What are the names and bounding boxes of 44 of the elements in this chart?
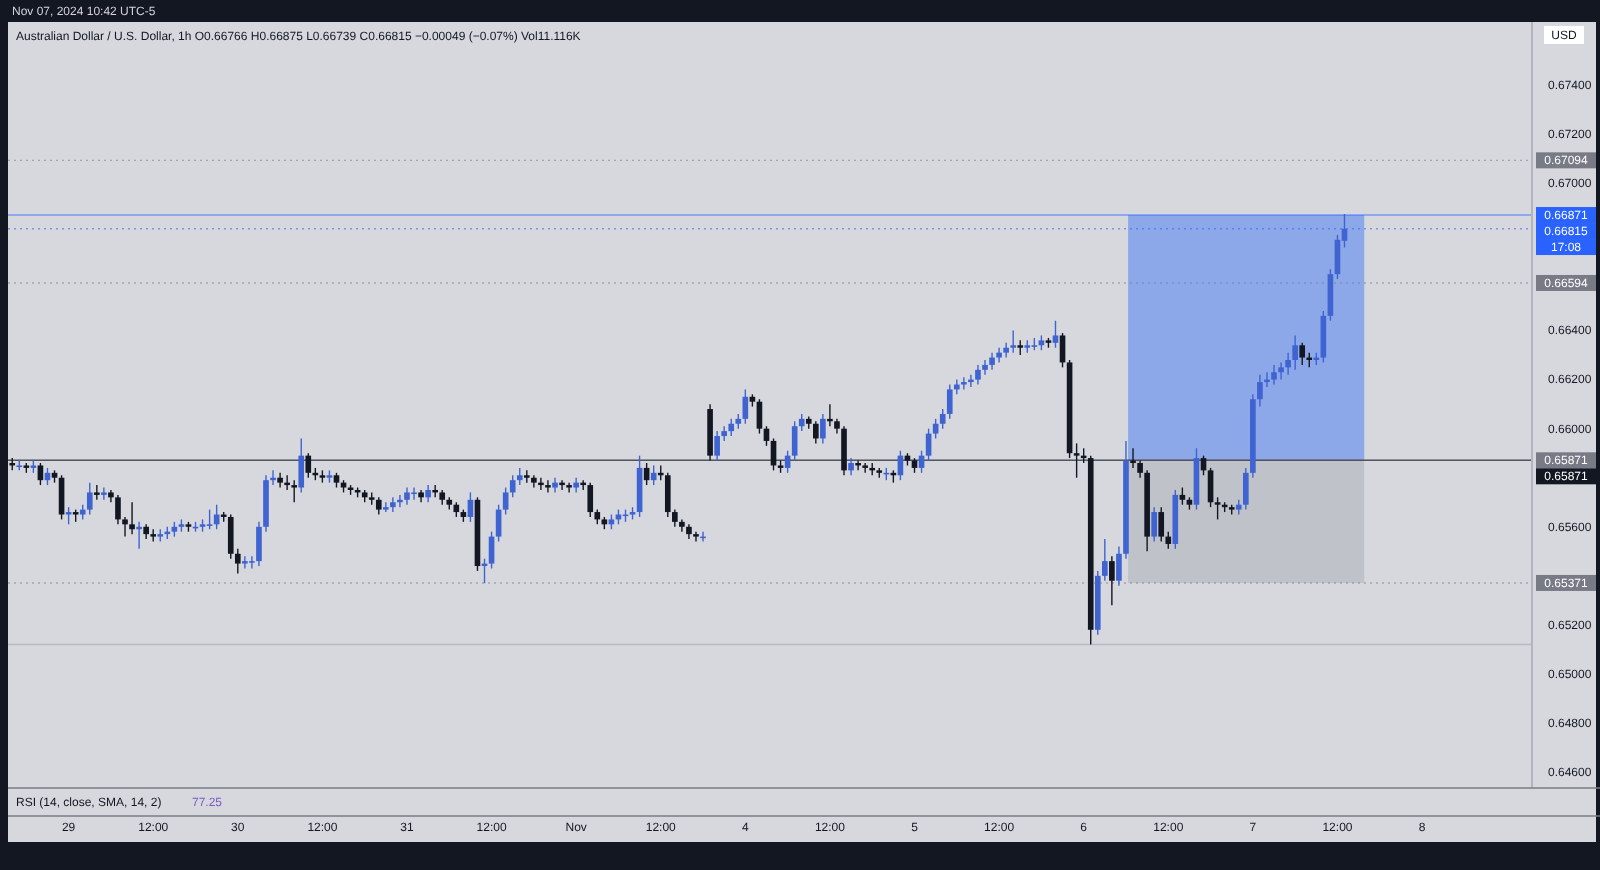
candlestick <box>509 474 516 499</box>
candlestick <box>932 418 939 440</box>
candlestick <box>277 472 283 489</box>
candlestick <box>1292 334 1298 371</box>
candlestick <box>1278 361 1284 381</box>
candlestick <box>94 484 100 501</box>
candlestick <box>298 437 305 494</box>
candlestick <box>1151 506 1157 543</box>
candlestick <box>1271 364 1277 386</box>
candlestick <box>975 364 981 386</box>
candlestick <box>587 481 594 518</box>
candlestick <box>862 462 868 474</box>
candlestick <box>813 420 819 445</box>
candlestick <box>791 420 798 462</box>
candlestick <box>101 486 107 501</box>
candlestick <box>961 376 967 391</box>
candlestick <box>707 403 713 462</box>
candlestick <box>523 469 530 484</box>
candlestick <box>1052 320 1059 349</box>
candlestick <box>1010 329 1017 354</box>
candlestick <box>206 508 213 530</box>
candlestick <box>37 462 44 486</box>
candlestick <box>946 383 953 420</box>
candlestick <box>291 479 298 503</box>
candlestick <box>390 496 396 513</box>
candlestick <box>1073 442 1080 479</box>
candlestick <box>679 518 685 533</box>
candlestick <box>531 474 537 489</box>
candlestick <box>841 425 847 476</box>
candlestick <box>820 413 826 445</box>
candlestick <box>1299 342 1306 366</box>
candlestick <box>305 452 312 479</box>
candlestick <box>383 501 389 513</box>
candlestick <box>411 486 417 501</box>
candlestick <box>502 486 509 516</box>
candlestick <box>1214 496 1221 521</box>
candlestick <box>650 464 657 486</box>
candlestick <box>86 481 93 516</box>
candlestick <box>545 479 551 494</box>
candlestick <box>242 555 248 570</box>
candlestick <box>1158 506 1165 543</box>
candlestick <box>129 501 135 535</box>
candlestick <box>1109 555 1115 606</box>
candlestick <box>714 430 720 462</box>
